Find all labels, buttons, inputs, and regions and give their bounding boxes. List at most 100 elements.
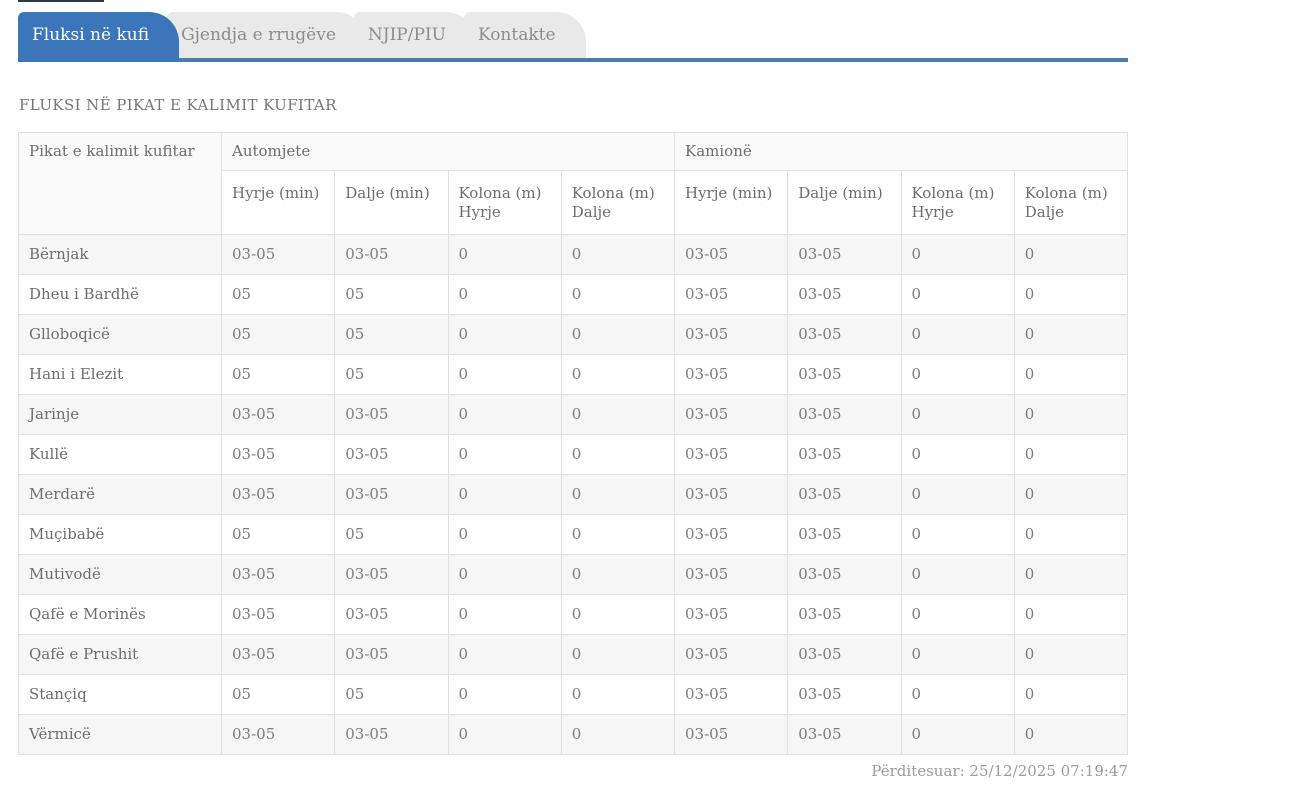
value-cell: 0: [560, 634, 676, 675]
value-cell: 03-05: [673, 714, 789, 755]
value-cell: 03-05: [334, 234, 449, 275]
value-cell: 05: [334, 274, 449, 315]
value-cell: 0: [560, 314, 676, 355]
value-cell: 0: [900, 514, 1015, 555]
value-cell: 0: [447, 434, 562, 475]
crossing-name-cell: Bërnjak: [18, 234, 222, 275]
value-cell: 0: [1013, 274, 1129, 315]
value-cell: 0: [560, 514, 676, 555]
sub-header-dalje-min: Dalje (min): [334, 170, 449, 235]
sub-header-kolona-dalje: Kolona (m) Dalje: [560, 170, 676, 235]
sub-header-row: Hyrje (min) Dalje (min) Kolona (m) Hyrje…: [19, 170, 1129, 235]
value-cell: 0: [447, 634, 562, 675]
top-edge-artifact: [18, 0, 104, 2]
tab-kontakte[interactable]: Kontakte: [463, 12, 586, 58]
table-row: Kullë 03-05 03-05 0 0 03-05 03-05 0 0: [18, 434, 1129, 475]
border-flux-table: Pikat e kalimit kufitar Automjete Kamion…: [18, 132, 1129, 755]
group-header-kamione: Kamionë: [674, 132, 1128, 171]
value-cell: 05: [220, 514, 336, 555]
value-cell: 03-05: [334, 554, 449, 595]
value-cell: 03-05: [787, 474, 902, 515]
value-cell: 03-05: [787, 434, 902, 475]
value-cell: 0: [560, 274, 676, 315]
tab-label: Fluksi në kufi: [32, 25, 150, 45]
value-cell: 03-05: [787, 554, 902, 595]
value-cell: 03-05: [334, 394, 449, 435]
page: Fluksi në kufi Gjendja e rrugëve NJIP/PI…: [18, 0, 1129, 780]
value-cell: 0: [560, 234, 676, 275]
value-cell: 0: [1013, 554, 1129, 595]
crossing-name-cell: Glloboqicë: [18, 314, 222, 355]
value-cell: 03-05: [220, 474, 336, 515]
crossing-name-cell: Kullë: [18, 434, 222, 475]
value-cell: 03-05: [787, 354, 902, 395]
value-cell: 03-05: [787, 314, 902, 355]
value-cell: 05: [220, 274, 336, 315]
table-row: Merdarë 03-05 03-05 0 0 03-05 03-05 0 0: [18, 474, 1129, 515]
column-header-crossings: Pikat e kalimit kufitar: [18, 132, 222, 235]
value-cell: 0: [900, 674, 1015, 715]
table-row: Mutivodë 03-05 03-05 0 0 03-05 03-05 0 0: [18, 554, 1129, 595]
sub-header-hyrje-min: Hyrje (min): [673, 170, 789, 235]
value-cell: 03-05: [220, 714, 336, 755]
table-row: Jarinje 03-05 03-05 0 0 03-05 03-05 0 0: [18, 394, 1129, 435]
sub-header-dalje-min: Dalje (min): [787, 170, 902, 235]
sub-header-kolona-hyrje: Kolona (m) Hyrje: [447, 170, 562, 235]
value-cell: 0: [900, 234, 1015, 275]
value-cell: 0: [560, 434, 676, 475]
value-cell: 03-05: [673, 514, 789, 555]
value-cell: 0: [560, 714, 676, 755]
value-cell: 03-05: [787, 514, 902, 555]
tab-fluksi-ne-kufi[interactable]: Fluksi në kufi: [18, 12, 180, 62]
value-cell: 0: [560, 474, 676, 515]
group-header-row: Pikat e kalimit kufitar Automjete Kamion…: [18, 132, 1128, 235]
value-cell: 0: [447, 514, 562, 555]
value-cell: 0: [1013, 634, 1129, 675]
tab-njip-piu[interactable]: NJIP/PIU: [353, 12, 476, 58]
crossing-name-cell: Dheu i Bardhë: [18, 274, 222, 315]
value-cell: 0: [1013, 314, 1129, 355]
table-row: Dheu i Bardhë 05 05 0 0 03-05 03-05 0 0: [18, 274, 1129, 315]
tab-bar: Fluksi në kufi Gjendja e rrugëve NJIP/PI…: [18, 0, 1128, 62]
value-cell: 0: [447, 674, 562, 715]
value-cell: 03-05: [220, 554, 336, 595]
value-cell: 03-05: [673, 314, 789, 355]
value-cell: 03-05: [220, 234, 336, 275]
table-row: Qafë e Morinës 03-05 03-05 0 0 03-05 03-05 0 0: [18, 594, 1129, 635]
value-cell: 05: [334, 674, 449, 715]
value-cell: 03-05: [787, 234, 902, 275]
value-cell: 03-05: [220, 634, 336, 675]
table-row: Glloboqicë 05 05 0 0 03-05 03-05 0 0: [18, 314, 1129, 355]
value-cell: 03-05: [334, 594, 449, 635]
value-cell: 0: [447, 474, 562, 515]
value-cell: 0: [900, 354, 1015, 395]
table-row: Vërmicë 03-05 03-05 0 0 03-05 03-05 0 0: [18, 714, 1129, 755]
value-cell: 03-05: [334, 714, 449, 755]
tab-gjendja-e-rrugeve[interactable]: Gjendja e rrugëve: [167, 12, 366, 58]
value-cell: 0: [900, 314, 1015, 355]
crossing-name-cell: Qafë e Morinës: [18, 594, 222, 635]
value-cell: 03-05: [673, 234, 789, 275]
value-cell: 03-05: [220, 394, 336, 435]
value-cell: 03-05: [673, 554, 789, 595]
crossing-name-cell: Vërmicë: [18, 714, 222, 755]
tabs: Fluksi në kufi Gjendja e rrugëve NJIP/PI…: [18, 12, 586, 62]
page-title: FLUKSI NË PIKAT E KALIMIT KUFITAR: [19, 96, 337, 114]
tab-label: NJIP/PIU: [367, 25, 446, 45]
value-cell: 0: [1013, 474, 1129, 515]
value-cell: 0: [1013, 714, 1129, 755]
table-row: Stançiq 05 05 0 0 03-05 03-05 0 0: [18, 674, 1129, 715]
value-cell: 05: [220, 354, 336, 395]
table-row: Qafë e Prushit 03-05 03-05 0 0 03-05 03-05 0 0: [18, 634, 1129, 675]
crossing-name-cell: Muçibabë: [18, 514, 222, 555]
value-cell: 0: [560, 394, 676, 435]
value-cell: 05: [334, 314, 449, 355]
crossing-name-cell: Hani i Elezit: [18, 354, 222, 395]
table-body: Bërnjak 03-05 03-05 0 0 03-05 03-05 0 0 Dheu i Ba…: [18, 234, 1129, 755]
value-cell: 03-05: [673, 394, 789, 435]
value-cell: 0: [900, 394, 1015, 435]
group-header-automjete: Automjete: [221, 132, 675, 171]
crossing-name-cell: Qafë e Prushit: [18, 634, 222, 675]
value-cell: 05: [334, 354, 449, 395]
value-cell: 0: [447, 594, 562, 635]
